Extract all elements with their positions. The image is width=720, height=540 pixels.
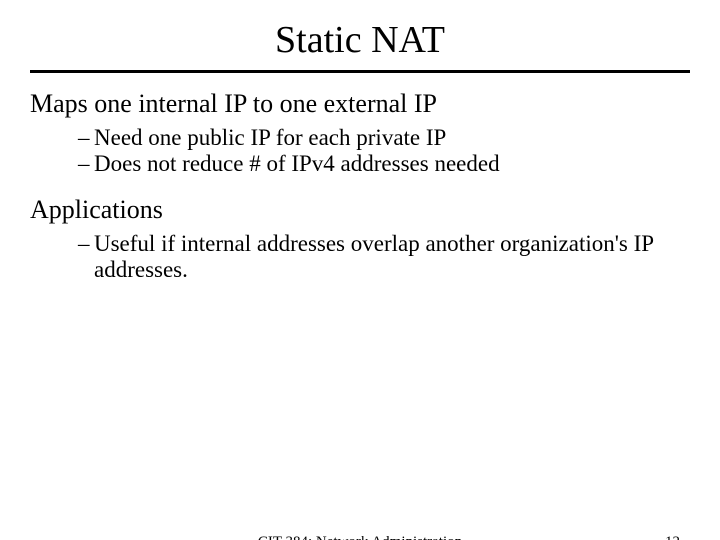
bullet-text: Does not reduce # of IPv4 addresses need… (94, 151, 500, 177)
bullet-dash-icon: – (78, 151, 94, 177)
bullet-dash-icon: – (78, 125, 94, 151)
section-0-bullets: – Need one public IP for each private IP… (30, 125, 690, 177)
bullet-item: – Does not reduce # of IPv4 addresses ne… (78, 151, 690, 177)
bullet-item: – Useful if internal addresses overlap a… (78, 231, 690, 283)
page-number: 12 (665, 534, 680, 540)
slide-body: Maps one internal IP to one external IP … (0, 73, 720, 283)
bullet-text: Need one public IP for each private IP (94, 125, 446, 151)
section-1-bullets: – Useful if internal addresses overlap a… (30, 231, 690, 283)
slide-title: Static NAT (0, 18, 720, 62)
slide: Static NAT Maps one internal IP to one e… (0, 18, 720, 540)
section-0: Maps one internal IP to one external IP … (30, 89, 690, 177)
bullet-item: – Need one public IP for each private IP (78, 125, 690, 151)
bullet-text: Useful if internal addresses overlap ano… (94, 231, 690, 283)
section-1-heading: Applications (30, 195, 690, 225)
bullet-dash-icon: – (78, 231, 94, 257)
footer-center-text: CIT 384: Network Administration (258, 534, 462, 540)
section-1: Applications – Useful if internal addres… (30, 195, 690, 283)
section-0-heading: Maps one internal IP to one external IP (30, 89, 690, 119)
